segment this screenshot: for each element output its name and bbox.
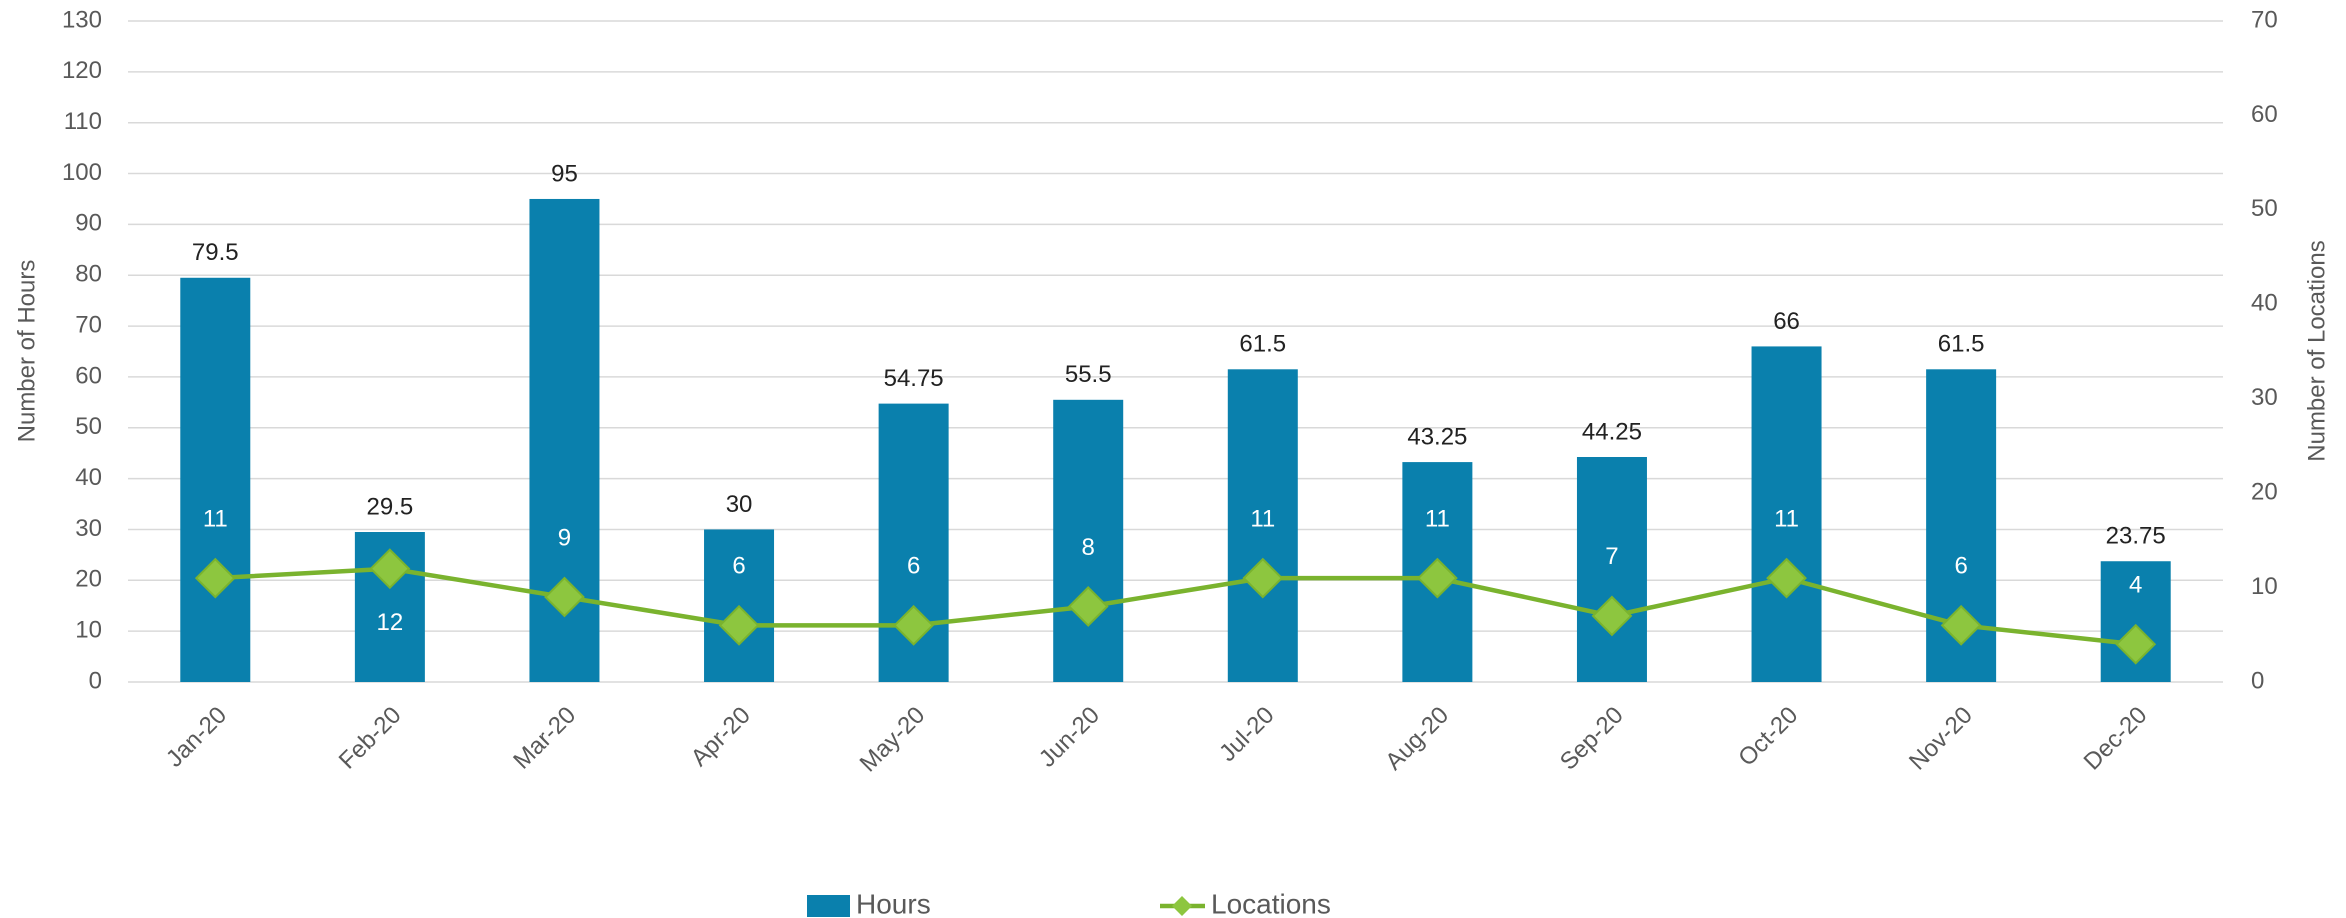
data-label: 9	[558, 524, 571, 551]
marker	[369, 548, 411, 590]
y-tick-label: 70	[75, 311, 102, 338]
marker	[1591, 595, 1633, 637]
data-label: 8	[1082, 534, 1095, 561]
bar	[1053, 399, 1124, 682]
marker	[2115, 623, 2157, 665]
legend-label: Locations	[1211, 888, 1331, 918]
y-tick-label: 50	[75, 413, 102, 440]
y-tick-label: 10	[75, 616, 102, 643]
data-label: 11	[1425, 505, 1450, 532]
y2-tick-label: 60	[2251, 101, 2278, 128]
data-label: 61.5	[1938, 331, 1985, 358]
x-tick-label: Apr-20	[686, 702, 756, 772]
y2-tick-label: 20	[2251, 478, 2278, 505]
bar	[1751, 346, 1822, 682]
data-label: 66	[1773, 308, 1800, 335]
data-label: 30	[726, 491, 753, 518]
data-label: 11	[203, 505, 228, 532]
data-label: 4	[2129, 572, 2142, 599]
y2-tick-label: 50	[2251, 195, 2278, 222]
x-tick-label: May-20	[855, 702, 931, 778]
marker	[718, 604, 760, 646]
data-label: 6	[732, 553, 745, 580]
data-label: 11	[1774, 505, 1799, 532]
data-label: 61.5	[1239, 331, 1286, 358]
y2-axis-label: Number of Locations	[2303, 240, 2330, 461]
x-tick-label: Jan-20	[161, 702, 232, 773]
y-tick-label: 110	[64, 108, 102, 135]
y2-tick-label: 0	[2251, 667, 2264, 694]
y-axis-label: Number of Hours	[13, 260, 40, 443]
marker	[893, 604, 935, 646]
data-label: 6	[907, 553, 920, 580]
marker	[1940, 604, 1982, 646]
x-tick-label: Oct-20	[1733, 702, 1803, 772]
bar	[1227, 369, 1298, 682]
x-tick-label: Nov-20	[1904, 702, 1978, 776]
marker	[1067, 586, 1109, 627]
bar	[1576, 457, 1647, 682]
legend-swatch	[807, 895, 850, 917]
x-tick-label: Mar-20	[508, 702, 581, 775]
x-tick-label: Dec-20	[2079, 702, 2153, 776]
y-tick-label: 80	[75, 261, 102, 288]
y-tick-label: 40	[75, 464, 102, 491]
y-tick-label: 100	[62, 159, 102, 186]
marker	[1766, 557, 1807, 599]
data-label: 23.75	[2106, 523, 2166, 550]
x-tick-label: Jun-20	[1034, 702, 1105, 773]
data-label: 7	[1605, 543, 1618, 570]
data-label: 95	[551, 160, 578, 187]
y2-tick-label: 10	[2251, 573, 2278, 600]
marker	[1242, 557, 1284, 599]
data-label: 6	[1954, 553, 1967, 580]
y-tick-label: 20	[75, 566, 102, 593]
x-tick-label: Jul-20	[1214, 702, 1279, 767]
bar	[180, 277, 251, 682]
x-tick-label: Sep-20	[1555, 702, 1629, 776]
data-label: 55.5	[1065, 361, 1112, 388]
data-label: 11	[1250, 505, 1275, 532]
marker	[1416, 557, 1458, 599]
y-tick-label: 90	[75, 210, 102, 237]
data-label: 12	[377, 609, 404, 636]
data-label: 44.25	[1582, 418, 1642, 445]
y-tick-label: 130	[62, 6, 102, 33]
x-tick-label: Feb-20	[334, 702, 407, 775]
y-tick-label: 120	[62, 57, 102, 84]
data-label: 29.5	[367, 493, 414, 520]
y-tick-label: 0	[89, 667, 102, 694]
data-label: 79.5	[192, 239, 239, 266]
line	[215, 566, 2136, 647]
y2-tick-label: 70	[2251, 6, 2278, 33]
y-tick-label: 30	[75, 515, 102, 542]
y2-tick-label: 30	[2251, 384, 2278, 411]
data-label: 43.25	[1407, 423, 1467, 450]
legend-label: Hours	[856, 888, 931, 918]
marker	[194, 557, 236, 599]
y2-tick-label: 40	[2251, 290, 2278, 317]
data-label: 54.75	[884, 365, 944, 392]
legend-swatch	[1172, 896, 1192, 916]
marker	[544, 576, 585, 618]
x-tick-label: Aug-20	[1380, 702, 1454, 776]
y-tick-label: 60	[75, 362, 102, 389]
